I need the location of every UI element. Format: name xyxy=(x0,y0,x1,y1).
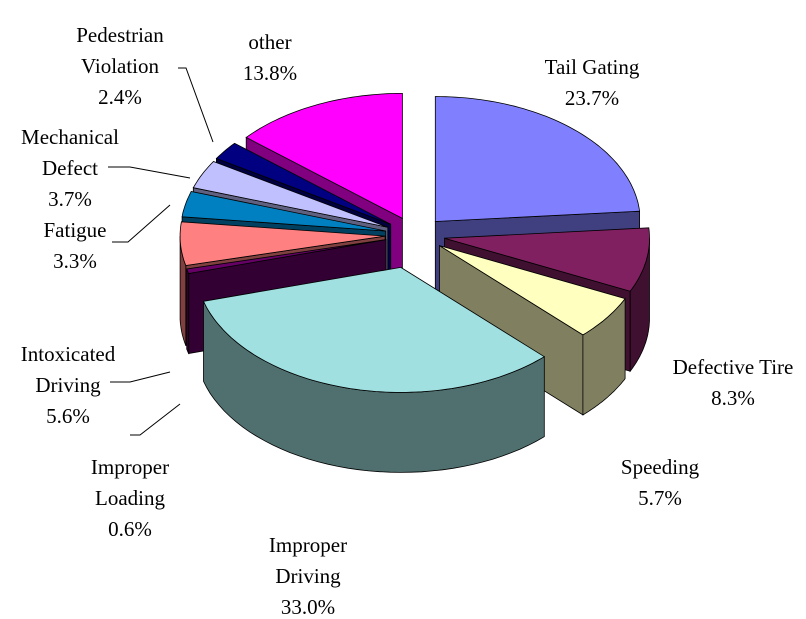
data-label: Intoxicated Driving 5.6% xyxy=(3,339,133,432)
category-label: Tail Gating xyxy=(544,55,640,79)
slice-top xyxy=(181,191,386,232)
value-label: 33.0% xyxy=(280,595,336,619)
slice xyxy=(439,244,626,416)
value-label: 3.7% xyxy=(48,187,92,211)
data-label: Improper Driving 33.0% xyxy=(248,530,368,619)
data-label: Tail Gating 23.7% xyxy=(492,52,692,114)
slice-top xyxy=(444,227,650,292)
data-label: other 13.8% xyxy=(220,27,320,89)
slice-top xyxy=(245,93,403,220)
category-label: Improper Driving xyxy=(268,533,348,588)
slice-top xyxy=(179,221,386,266)
category-label: Speeding xyxy=(620,455,700,479)
value-label: 13.8% xyxy=(242,61,298,85)
data-label: Mechanical Defect 3.7% xyxy=(8,122,133,215)
category-label: Intoxicated Driving xyxy=(20,342,116,397)
value-label: 23.7% xyxy=(564,86,620,110)
slice-top xyxy=(202,266,546,393)
data-label: Pedestrian Violation 2.4% xyxy=(60,20,180,113)
leader-line xyxy=(130,403,181,436)
slice-top xyxy=(215,142,391,225)
leader-lines xyxy=(108,67,214,436)
slice-top xyxy=(186,239,387,274)
leader-line xyxy=(112,204,171,243)
data-label: Speeding 5.7% xyxy=(600,452,720,514)
data-label: Fatigue 3.3% xyxy=(15,215,135,277)
data-label: Improper Loading 0.6% xyxy=(70,452,190,545)
value-label: 0.6% xyxy=(108,517,152,541)
value-label: 5.7% xyxy=(638,486,682,510)
value-label: 8.3% xyxy=(711,386,755,410)
value-label: 3.3% xyxy=(53,249,97,273)
slice-top xyxy=(192,161,388,228)
value-label: 5.6% xyxy=(46,404,90,428)
value-label: 2.4% xyxy=(98,85,142,109)
leader-line xyxy=(110,371,171,383)
category-label: Pedestrian Violation xyxy=(76,23,164,78)
data-label: Defective Tire 8.3% xyxy=(633,352,806,414)
leader-line xyxy=(108,166,191,179)
slice-top xyxy=(439,245,626,336)
category-label: Mechanical Defect xyxy=(21,125,119,180)
category-label: Fatigue xyxy=(43,218,107,242)
slice-side xyxy=(186,268,190,355)
category-label: Defective Tire xyxy=(672,355,794,379)
slice xyxy=(202,266,546,473)
slice-top xyxy=(434,96,641,222)
leader-line xyxy=(178,67,214,143)
category-label: other xyxy=(248,30,292,54)
category-label: Improper Loading xyxy=(90,455,170,510)
